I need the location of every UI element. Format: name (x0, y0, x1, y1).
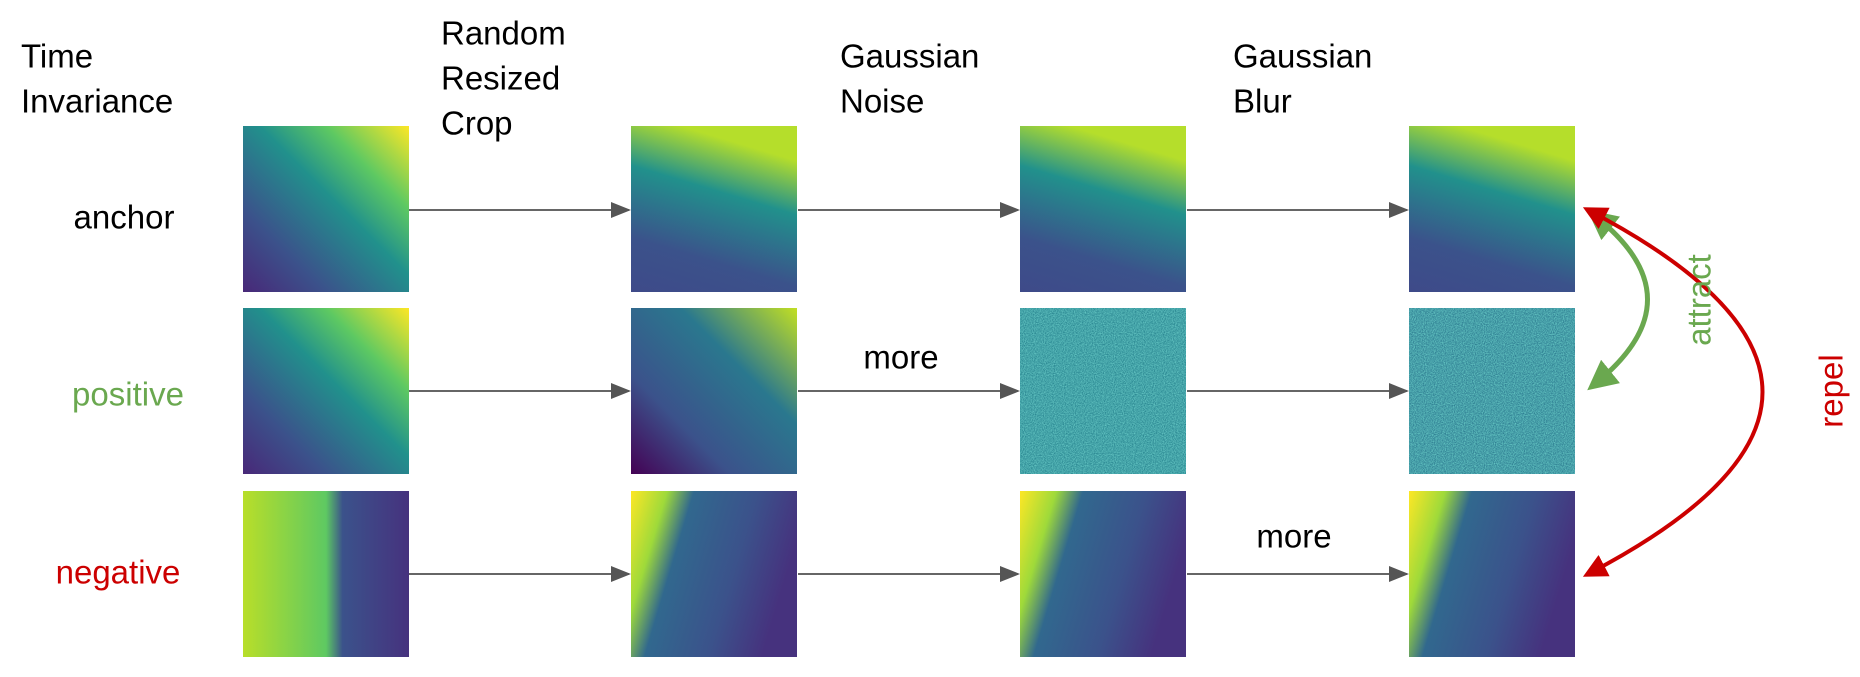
row-label: negative (56, 554, 181, 591)
title-line: Time (21, 38, 93, 75)
column-header: Gaussian (1233, 38, 1372, 75)
column-header: Crop (441, 105, 513, 142)
column-header: Resized (441, 60, 560, 97)
image (1409, 126, 1575, 292)
title-line: Invariance (21, 83, 173, 120)
image (243, 308, 409, 474)
edge-label: more (1256, 518, 1331, 555)
column-header: Gaussian (840, 38, 979, 75)
row-label: anchor (74, 199, 175, 236)
relation-label: repel (1813, 354, 1850, 427)
image-noise (1409, 308, 1575, 474)
image (631, 491, 797, 657)
image (243, 491, 409, 657)
attract-arrow (1587, 209, 1650, 391)
image (1409, 491, 1575, 657)
images (243, 126, 1575, 657)
image-noise (1020, 308, 1186, 474)
image (1020, 491, 1186, 657)
relation-label: attract (1681, 254, 1718, 346)
column-header: Noise (840, 83, 924, 120)
edge-label: more (863, 339, 938, 376)
image (243, 126, 409, 292)
column-header: Random (441, 15, 566, 52)
repel-arrow (1582, 207, 1765, 577)
row-label: positive (72, 376, 184, 413)
column-header: Blur (1233, 83, 1292, 120)
image (1020, 126, 1186, 292)
image (631, 308, 797, 474)
arrows (409, 202, 1409, 582)
image (631, 126, 797, 292)
